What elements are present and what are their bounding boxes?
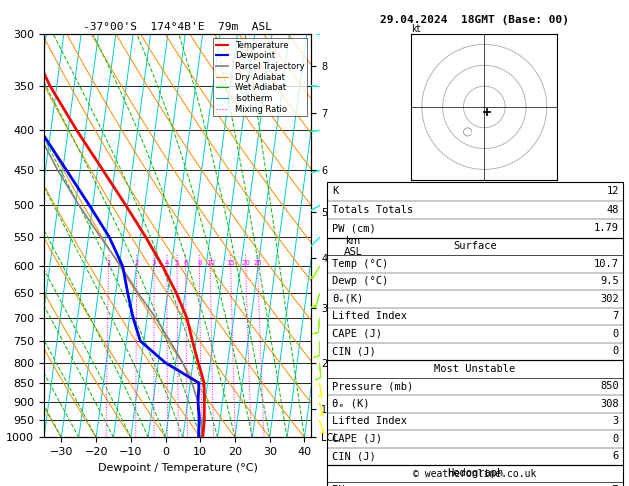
Text: CIN (J): CIN (J) (332, 451, 376, 461)
Text: 2: 2 (135, 260, 139, 266)
Text: 12: 12 (606, 187, 619, 196)
Text: 308: 308 (600, 399, 619, 409)
Text: Lifted Index: Lifted Index (332, 312, 407, 321)
Text: CAPE (J): CAPE (J) (332, 329, 382, 339)
Text: K: K (332, 187, 338, 196)
Text: 15: 15 (226, 260, 235, 266)
Text: © weatheronline.co.uk: © weatheronline.co.uk (413, 469, 537, 479)
Text: 5: 5 (175, 260, 179, 266)
Text: 1: 1 (106, 260, 111, 266)
Text: 0: 0 (613, 329, 619, 339)
Text: 0: 0 (613, 434, 619, 444)
Text: 6: 6 (183, 260, 188, 266)
Text: 29.04.2024  18GMT (Base: 00): 29.04.2024 18GMT (Base: 00) (381, 15, 569, 25)
Text: 1.79: 1.79 (594, 224, 619, 233)
Text: -7: -7 (606, 485, 619, 486)
X-axis label: Dewpoint / Temperature (°C): Dewpoint / Temperature (°C) (97, 463, 258, 473)
Text: 25: 25 (253, 260, 262, 266)
Title: -37°00'S  174°4B'E  79m  ASL: -37°00'S 174°4B'E 79m ASL (83, 22, 272, 32)
Y-axis label: km
ASL: km ASL (343, 236, 362, 257)
Text: Hodograph: Hodograph (447, 469, 503, 478)
Text: 10: 10 (206, 260, 214, 266)
Text: 48: 48 (606, 205, 619, 215)
Text: 20: 20 (242, 260, 250, 266)
Text: 3: 3 (613, 417, 619, 426)
Legend: Temperature, Dewpoint, Parcel Trajectory, Dry Adiabat, Wet Adiabat, Isotherm, Mi: Temperature, Dewpoint, Parcel Trajectory… (213, 38, 307, 116)
Text: 8: 8 (197, 260, 201, 266)
Text: 7: 7 (613, 312, 619, 321)
Text: Temp (°C): Temp (°C) (332, 259, 388, 269)
Text: 850: 850 (600, 382, 619, 391)
Text: 0: 0 (613, 347, 619, 356)
Text: 302: 302 (600, 294, 619, 304)
Text: CAPE (J): CAPE (J) (332, 434, 382, 444)
Text: kt: kt (411, 24, 421, 34)
Text: Lifted Index: Lifted Index (332, 417, 407, 426)
Text: 4: 4 (165, 260, 169, 266)
Text: 3: 3 (152, 260, 157, 266)
Text: Most Unstable: Most Unstable (434, 364, 516, 374)
Text: θₑ(K): θₑ(K) (332, 294, 364, 304)
Text: EH: EH (332, 485, 345, 486)
Text: PW (cm): PW (cm) (332, 224, 376, 233)
Text: 6: 6 (613, 451, 619, 461)
Text: Pressure (mb): Pressure (mb) (332, 382, 413, 391)
Text: θₑ (K): θₑ (K) (332, 399, 370, 409)
Text: CIN (J): CIN (J) (332, 347, 376, 356)
Text: 9.5: 9.5 (600, 277, 619, 286)
Text: 10.7: 10.7 (594, 259, 619, 269)
Text: Surface: Surface (453, 242, 497, 251)
Text: Dewp (°C): Dewp (°C) (332, 277, 388, 286)
Text: Totals Totals: Totals Totals (332, 205, 413, 215)
Y-axis label: hPa: hPa (0, 226, 1, 246)
